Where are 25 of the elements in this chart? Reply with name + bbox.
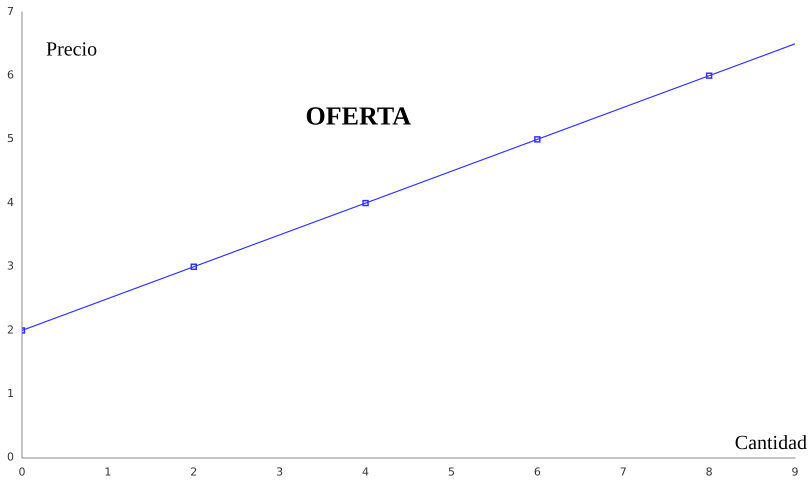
point (362, 200, 369, 206)
x-tick-label: 9 (792, 465, 798, 478)
x-tick-label: 7 (620, 465, 627, 478)
point (706, 72, 712, 79)
y-tick-label: 1 (7, 386, 14, 400)
y-tick-label: 6 (7, 68, 14, 82)
y-tick-label: 2 (7, 323, 14, 336)
x-tick-label: 0 (18, 465, 26, 478)
y-tick-label: 4 (7, 196, 14, 209)
x-tick-label: 2 (190, 465, 198, 478)
x-tick-label: 1 (104, 465, 112, 478)
y-tick-label: 3 (7, 260, 14, 273)
point (190, 264, 197, 270)
y-tick-label: 5 (7, 132, 14, 146)
y-axis-title: Precio (46, 38, 98, 60)
x-tick-label: 4 (362, 465, 370, 478)
y-tick-label: 0 (7, 450, 14, 464)
text: OFERTA (306, 102, 412, 131)
x-tick-label: 3 (276, 465, 284, 478)
y-tick-label: 7 (7, 4, 14, 18)
x-tick-label: 8 (706, 465, 713, 478)
x-tick-label: 5 (448, 465, 455, 478)
x-tick-label: 6 (534, 465, 541, 478)
x-axis-title: Cantidad (734, 432, 807, 454)
point (534, 136, 541, 143)
